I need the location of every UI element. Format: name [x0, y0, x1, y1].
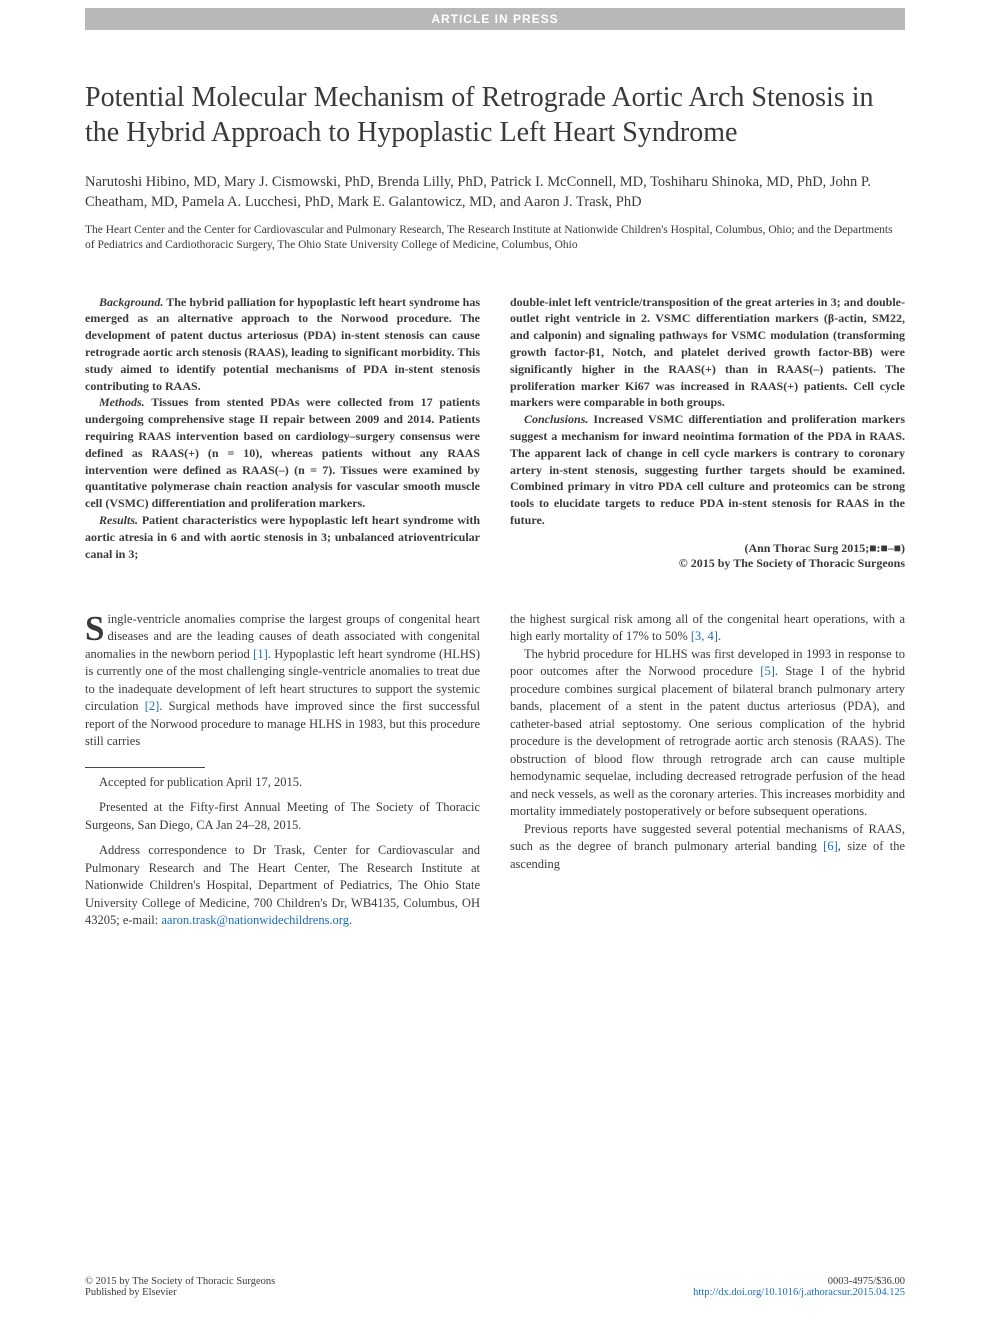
- abstract-block: Background. The hybrid palliation for hy…: [85, 294, 905, 571]
- ref-link-34[interactable]: [3, 4]: [691, 629, 718, 643]
- methods-text: Tissues from stented PDAs were collected…: [85, 395, 480, 510]
- footer-left: © 2015 by The Society of Thoracic Surgeo…: [85, 1276, 275, 1298]
- footnotes: Accepted for publication April 17, 2015.…: [85, 774, 480, 930]
- abstract-right-column: double-inlet left ventricle/transpositio…: [510, 294, 905, 571]
- article-in-press-banner: ARTICLE IN PRESS: [85, 8, 905, 30]
- footnote-presented: Presented at the Fifty-first Annual Meet…: [85, 799, 480, 834]
- abstract-left-column: Background. The hybrid palliation for hy…: [85, 294, 480, 571]
- methods-label: Methods.: [99, 395, 145, 409]
- body-p3: The hybrid procedure for HLHS was first …: [510, 646, 905, 821]
- footnote-separator: [85, 767, 205, 768]
- footer-copyright: © 2015 by The Society of Thoracic Surgeo…: [85, 1276, 275, 1287]
- results-cont-text: double-inlet left ventricle/transpositio…: [510, 295, 905, 410]
- ref-link-1[interactable]: [1]: [253, 647, 268, 661]
- citation: (Ann Thorac Surg 2015;■:■–■): [510, 541, 905, 556]
- body-p2: the highest surgical risk among all of t…: [510, 611, 905, 646]
- abstract-background: Background. The hybrid palliation for hy…: [85, 294, 480, 395]
- ref-link-2[interactable]: [2]: [145, 699, 160, 713]
- results-label: Results.: [99, 513, 138, 527]
- abstract-results-cont: double-inlet left ventricle/transpositio…: [510, 294, 905, 412]
- abstract-conclusions: Conclusions. Increased VSMC differentiat…: [510, 411, 905, 529]
- article-title: Potential Molecular Mechanism of Retrogr…: [85, 80, 905, 150]
- footer-doi[interactable]: http://dx.doi.org/10.1016/j.athoracsur.2…: [693, 1287, 905, 1298]
- footer-publisher: Published by Elsevier: [85, 1287, 275, 1298]
- footer-right: 0003-4975/$36.00 http://dx.doi.org/10.10…: [693, 1276, 905, 1298]
- footnote-address: Address correspondence to Dr Trask, Cent…: [85, 842, 480, 930]
- footer-bar: © 2015 by The Society of Thoracic Surgeo…: [85, 1276, 905, 1298]
- authors-list: Narutoshi Hibino, MD, Mary J. Cismowski,…: [85, 172, 905, 213]
- conclusions-text: Increased VSMC differentiation and proli…: [510, 412, 905, 527]
- abstract-copyright: © 2015 by The Society of Thoracic Surgeo…: [510, 556, 905, 571]
- body-left-column: Single-ventricle anomalies comprise the …: [85, 611, 480, 938]
- conclusions-label: Conclusions.: [524, 412, 588, 426]
- p3b-text: . Stage I of the hybrid procedure combin…: [510, 664, 905, 818]
- footer-issn: 0003-4975/$36.00: [693, 1276, 905, 1287]
- dropcap: S: [85, 611, 107, 643]
- results-text: Patient characteristics were hypoplastic…: [85, 513, 480, 561]
- background-label: Background.: [99, 295, 163, 309]
- correspondence-email[interactable]: aaron.trask@nationwidechildrens.org: [161, 913, 349, 927]
- p2b-text: .: [718, 629, 721, 643]
- footnote-accepted: Accepted for publication April 17, 2015.: [85, 774, 480, 792]
- abstract-methods: Methods. Tissues from stented PDAs were …: [85, 394, 480, 512]
- address-period: .: [349, 913, 352, 927]
- body-text: Single-ventricle anomalies comprise the …: [85, 611, 905, 938]
- page-content: Potential Molecular Mechanism of Retrogr…: [0, 30, 990, 988]
- ref-link-6[interactable]: [6]: [823, 839, 838, 853]
- background-text: The hybrid palliation for hypoplastic le…: [85, 295, 480, 393]
- abstract-results: Results. Patient characteristics were hy…: [85, 512, 480, 562]
- body-right-column: the highest surgical risk among all of t…: [510, 611, 905, 938]
- body-p1: Single-ventricle anomalies comprise the …: [85, 611, 480, 751]
- ref-link-5[interactable]: [5]: [760, 664, 775, 678]
- body-p4: Previous reports have suggested several …: [510, 821, 905, 874]
- affiliation: The Heart Center and the Center for Card…: [85, 223, 905, 254]
